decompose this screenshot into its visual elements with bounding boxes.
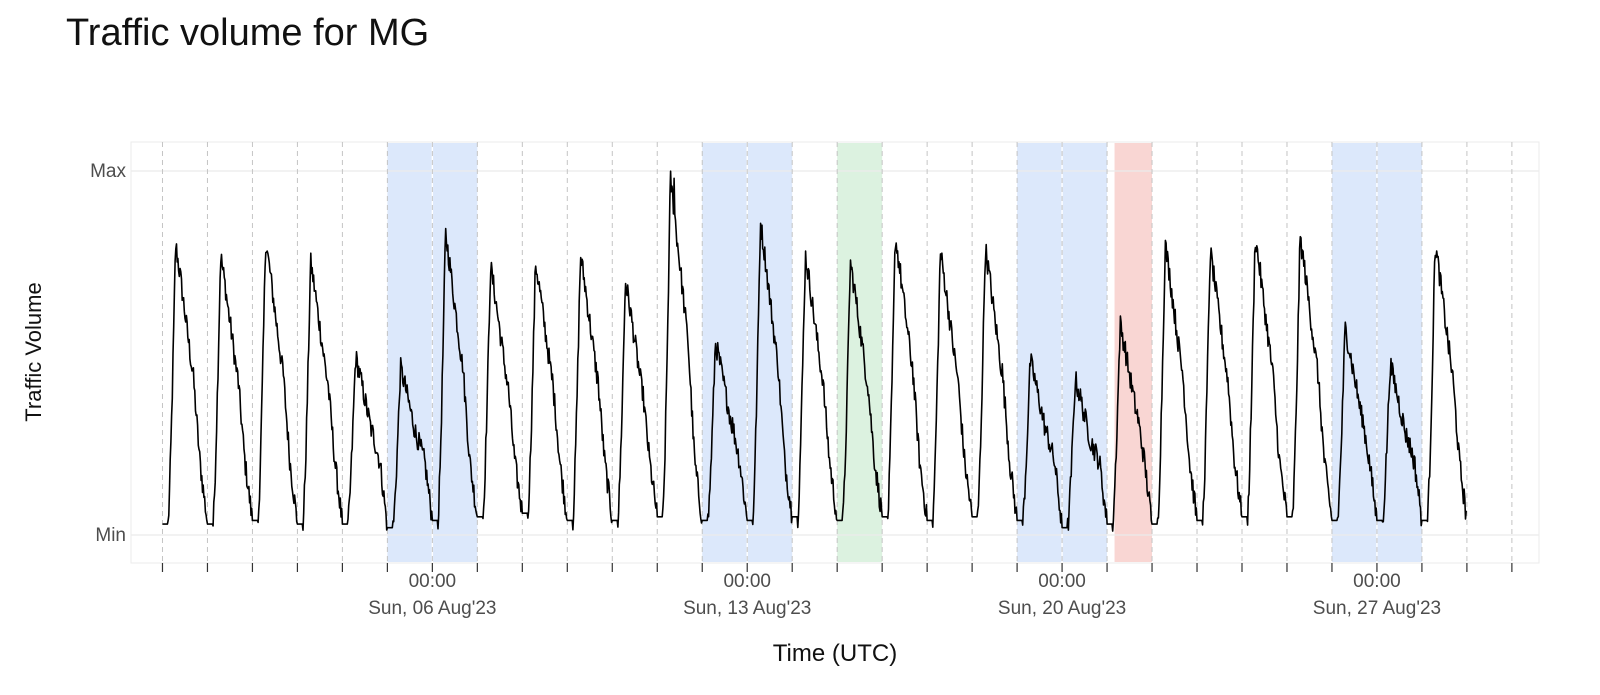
plot-panel — [130, 141, 1540, 564]
traffic-series-line — [162, 170, 1467, 532]
y-tick-label-min: Min — [95, 525, 126, 546]
y-tick-label-max: Max — [90, 161, 126, 182]
x-tick-label-date: Sun, 20 Aug'23 — [998, 598, 1126, 619]
x-tick-label-time: 00:00 — [409, 571, 457, 592]
x-tick-label-time: 00:00 — [723, 571, 771, 592]
chart-title: Traffic volume for MG — [66, 12, 430, 54]
x-tick-label-date: Sun, 27 Aug'23 — [1313, 598, 1441, 619]
highlight-green — [837, 143, 883, 562]
highlight-red — [1114, 143, 1153, 562]
x-tick-label-time: 00:00 — [1353, 571, 1401, 592]
x-axis-label: Time (UTC) — [772, 640, 898, 667]
x-tick-label-date: Sun, 13 Aug'23 — [683, 598, 811, 619]
x-tick-label-date: Sun, 06 Aug'23 — [368, 598, 496, 619]
x-tick-label-time: 00:00 — [1038, 571, 1086, 592]
